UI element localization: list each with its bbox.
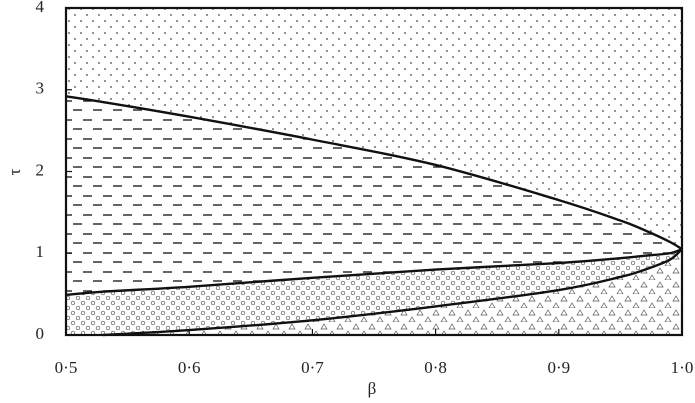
y-tick-label: 1 <box>36 242 45 261</box>
y-tick-label: 4 <box>36 0 45 16</box>
x-tick-label: 0·8 <box>424 358 447 377</box>
x-tick-label: 0·7 <box>301 358 324 377</box>
y-tick-label: 3 <box>36 79 45 98</box>
plot-frame <box>64 6 684 337</box>
curve <box>102 248 683 337</box>
y-axis-label: τ <box>5 168 24 175</box>
curve <box>65 95 683 251</box>
regions <box>66 8 682 335</box>
x-tick-label: 0·6 <box>178 358 201 377</box>
region-bottom <box>102 249 682 335</box>
region-middle <box>66 96 682 295</box>
x-tick-label: 0·9 <box>547 358 570 377</box>
x-tick-label: 1·0 <box>671 358 694 377</box>
y-tick-label: 2 <box>36 160 45 179</box>
x-axis-label: β <box>368 379 377 398</box>
y-tick-label: 0 <box>36 324 45 343</box>
curve <box>65 248 683 297</box>
x-tick-label: 0·5 <box>55 358 78 377</box>
